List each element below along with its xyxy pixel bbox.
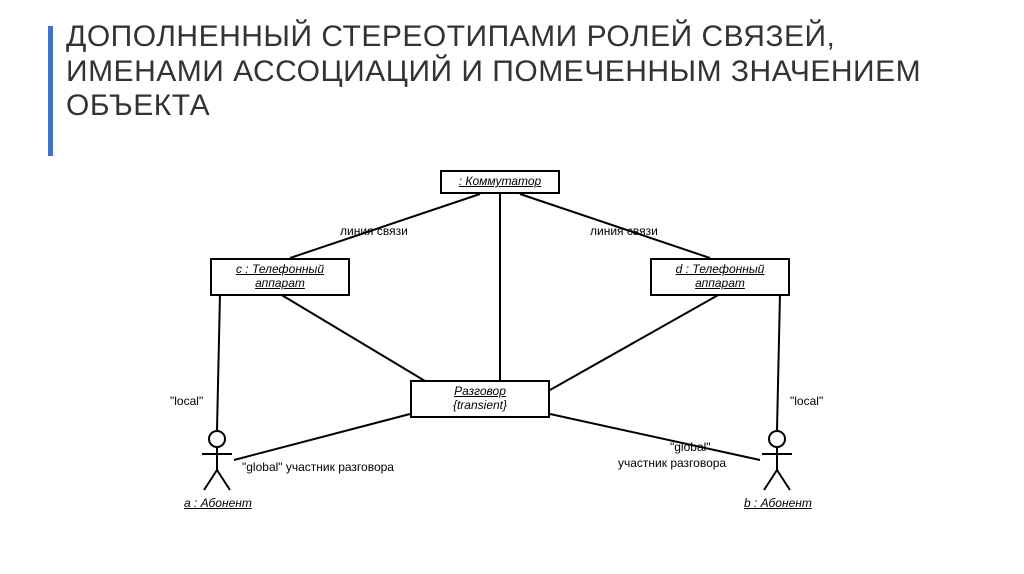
actor-a — [200, 430, 234, 492]
node-label-line: с : Телефонный — [236, 262, 324, 276]
stickman-icon — [760, 430, 794, 492]
edge-label-line2: линия связи — [590, 224, 658, 238]
edge-label-local-a: "local" — [170, 394, 203, 408]
actor-b — [760, 430, 794, 492]
edge-label-global-b1: "global" — [670, 440, 711, 454]
page-title: ДОПОЛНЕННЫЙ СТЕРЕОТИПАМИ РОЛЕЙ СВЯЗЕЙ, И… — [66, 20, 966, 124]
uml-diagram: : Коммутатор с : Телефонный аппарат d : … — [150, 170, 870, 570]
edge-label-global-b2: участник разговора — [618, 456, 726, 470]
node-label-line: d : Телефонный — [676, 262, 765, 276]
edge-label-line1: линия связи — [340, 224, 408, 238]
node-phone-c: с : Телефонный аппарат — [210, 258, 350, 296]
node-label-line: аппарат — [695, 276, 745, 290]
node-phone-d: d : Телефонный аппарат — [650, 258, 790, 296]
node-label-line: Разговор — [454, 384, 506, 398]
node-commutator: : Коммутатор — [440, 170, 560, 194]
node-label-line: аппарат — [255, 276, 305, 290]
node-label: : Коммутатор — [459, 174, 541, 188]
actor-a-label: a : Абонент — [184, 496, 252, 510]
edge-label-global-a: "global" участник разговора — [242, 460, 394, 474]
edges-layer — [150, 170, 870, 570]
node-label-line: {transient} — [453, 398, 507, 412]
stickman-icon — [200, 430, 234, 492]
actor-b-label: b : Абонент — [744, 496, 812, 510]
edge-label-local-b: "local" — [790, 394, 823, 408]
accent-bar — [48, 26, 53, 156]
node-conversation: Разговор {transient} — [410, 380, 550, 418]
